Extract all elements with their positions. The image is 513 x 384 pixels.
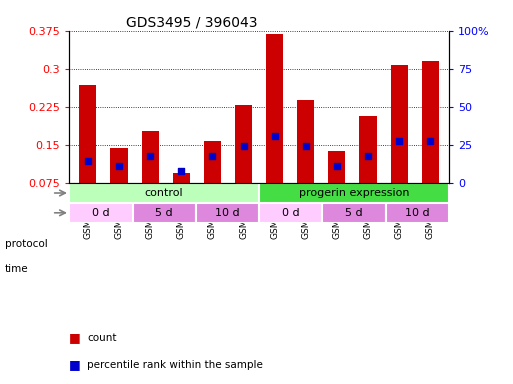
Text: progerin expression: progerin expression bbox=[299, 188, 409, 198]
Bar bbox=[173, 173, 190, 183]
Bar bbox=[142, 131, 159, 183]
Bar bbox=[69, 183, 259, 203]
Point bbox=[270, 133, 279, 139]
Bar bbox=[328, 151, 345, 183]
Text: 10 d: 10 d bbox=[215, 208, 240, 218]
Bar bbox=[110, 147, 128, 183]
Text: count: count bbox=[87, 333, 117, 343]
Bar bbox=[69, 203, 132, 223]
Bar bbox=[259, 183, 449, 203]
Text: 5 d: 5 d bbox=[155, 208, 173, 218]
Point bbox=[115, 163, 123, 169]
Text: time: time bbox=[5, 264, 29, 274]
Point bbox=[364, 153, 372, 159]
Point bbox=[333, 163, 341, 169]
Bar bbox=[196, 203, 259, 223]
Point bbox=[395, 138, 403, 144]
Text: ■: ■ bbox=[69, 331, 81, 344]
Bar bbox=[132, 203, 196, 223]
Bar bbox=[360, 116, 377, 183]
Text: 0 d: 0 d bbox=[282, 208, 300, 218]
Point bbox=[146, 153, 154, 159]
Point bbox=[177, 168, 185, 174]
Text: 10 d: 10 d bbox=[405, 208, 429, 218]
Point bbox=[302, 143, 310, 149]
Point bbox=[240, 143, 248, 149]
Point bbox=[426, 138, 435, 144]
Text: percentile rank within the sample: percentile rank within the sample bbox=[87, 360, 263, 370]
Bar bbox=[259, 203, 322, 223]
Bar bbox=[322, 203, 386, 223]
Bar bbox=[386, 203, 449, 223]
Bar bbox=[80, 85, 96, 183]
Text: protocol: protocol bbox=[5, 239, 48, 249]
Point bbox=[208, 153, 216, 159]
Bar bbox=[204, 141, 221, 183]
Text: ■: ■ bbox=[69, 358, 81, 371]
Bar bbox=[235, 105, 252, 183]
Bar bbox=[266, 34, 283, 183]
Text: control: control bbox=[145, 188, 184, 198]
Point bbox=[84, 158, 92, 164]
Text: 5 d: 5 d bbox=[345, 208, 363, 218]
Bar bbox=[297, 100, 314, 183]
Text: GDS3495 / 396043: GDS3495 / 396043 bbox=[126, 16, 258, 30]
Bar bbox=[422, 61, 439, 183]
Text: 0 d: 0 d bbox=[92, 208, 110, 218]
Bar bbox=[390, 65, 408, 183]
